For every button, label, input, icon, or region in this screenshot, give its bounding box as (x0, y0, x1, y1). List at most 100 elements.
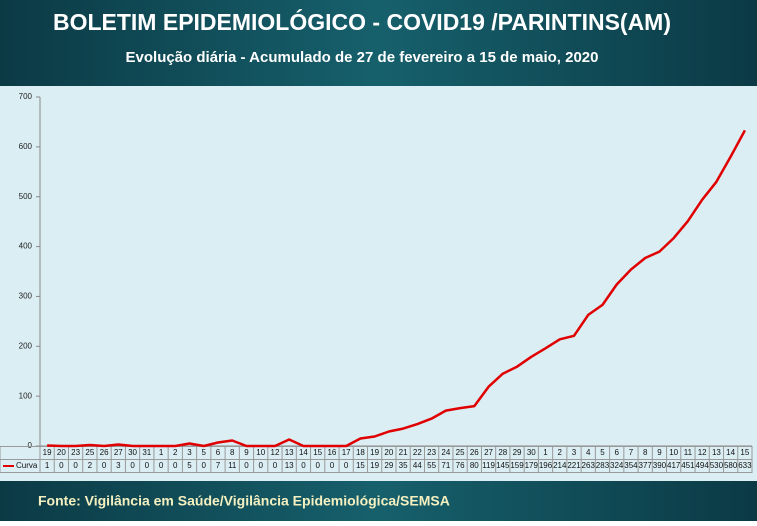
y-tick-label: 0 (28, 441, 33, 450)
table-value: 0 (73, 461, 78, 470)
table-value: 0 (301, 461, 306, 470)
x-tick-label: 31 (142, 448, 151, 457)
x-tick-label: 17 (342, 448, 351, 457)
y-tick-label: 600 (19, 142, 33, 151)
x-tick-label: 22 (413, 448, 422, 457)
table-value: 494 (695, 461, 709, 470)
y-tick-label: 300 (19, 292, 33, 301)
table-value: 0 (244, 461, 249, 470)
x-tick-label: 18 (356, 448, 365, 457)
x-tick-label: 13 (712, 448, 721, 457)
chart-title: BOLETIM EPIDEMIOLÓGICO - COVID19 /PARINT… (53, 8, 671, 35)
table-value: 119 (482, 461, 495, 470)
x-tick-label: 5 (600, 448, 605, 457)
x-tick-label: 26 (470, 448, 479, 457)
x-tick-label: 1 (159, 448, 164, 457)
x-tick-label: 6 (614, 448, 619, 457)
table-value: 19 (370, 461, 379, 470)
x-tick-label: 12 (698, 448, 707, 457)
table-value: 5 (187, 461, 192, 470)
table-value: 11 (228, 461, 237, 470)
table-value: 1 (45, 461, 50, 470)
x-tick-label: 28 (498, 448, 507, 457)
y-tick-label: 200 (19, 341, 33, 350)
table-value: 0 (102, 461, 107, 470)
table-value: 221 (567, 461, 581, 470)
x-tick-label: 10 (256, 448, 265, 457)
x-tick-label: 30 (527, 448, 536, 457)
table-value: 377 (639, 461, 653, 470)
x-tick-label: 1 (543, 448, 548, 457)
table-value: 2 (88, 461, 93, 470)
table-value: 15 (356, 461, 365, 470)
source-note: Fonte: Vigilância em Saúde/Vigilância Ep… (38, 493, 450, 509)
x-tick-label: 9 (244, 448, 249, 457)
x-tick-label: 14 (726, 448, 735, 457)
x-tick-label: 27 (484, 448, 493, 457)
x-tick-label: 20 (384, 448, 393, 457)
x-tick-label: 2 (173, 448, 178, 457)
table-value: 214 (553, 461, 567, 470)
table-value: 0 (130, 461, 135, 470)
x-tick-label: 2 (558, 448, 563, 457)
table-value: 55 (427, 461, 436, 470)
x-tick-label: 25 (456, 448, 465, 457)
table-value: 29 (384, 461, 393, 470)
table-value: 0 (145, 461, 150, 470)
x-tick-label: 20 (57, 448, 66, 457)
table-value: 530 (710, 461, 724, 470)
table-value: 179 (525, 461, 539, 470)
x-tick-label: 23 (427, 448, 436, 457)
x-tick-label: 24 (441, 448, 450, 457)
table-value: 145 (496, 461, 510, 470)
header-band (0, 0, 757, 86)
x-tick-label: 30 (128, 448, 137, 457)
table-value: 0 (315, 461, 320, 470)
table-value: 633 (738, 461, 752, 470)
x-tick-label: 11 (684, 448, 693, 457)
x-tick-label: 14 (299, 448, 308, 457)
table-value: 263 (582, 461, 596, 470)
x-tick-label: 15 (313, 448, 322, 457)
x-tick-label: 6 (216, 448, 221, 457)
table-value: 0 (173, 461, 178, 470)
table-value: 0 (59, 461, 64, 470)
table-value: 80 (470, 461, 479, 470)
legend-label: Curva (16, 461, 38, 470)
table-value: 417 (667, 461, 681, 470)
table-value: 354 (624, 461, 638, 470)
x-tick-label: 8 (643, 448, 648, 457)
x-tick-label: 27 (114, 448, 123, 457)
table-value: 0 (159, 461, 164, 470)
x-tick-label: 4 (586, 448, 591, 457)
table-value: 196 (539, 461, 553, 470)
x-tick-label: 23 (71, 448, 80, 457)
table-value: 35 (399, 461, 408, 470)
x-tick-label: 8 (230, 448, 235, 457)
table-value: 13 (285, 461, 294, 470)
x-tick-label: 5 (202, 448, 207, 457)
table-value: 0 (330, 461, 335, 470)
table-value: 71 (441, 461, 450, 470)
table-value: 580 (724, 461, 738, 470)
plot-background (0, 86, 757, 481)
x-tick-label: 29 (513, 448, 522, 457)
table-value: 0 (258, 461, 263, 470)
y-tick-label: 100 (19, 391, 33, 400)
chart-subtitle: Evolução diária - Acumulado de 27 de fev… (126, 49, 599, 66)
x-tick-label: 13 (285, 448, 294, 457)
x-tick-label: 9 (657, 448, 662, 457)
table-value: 76 (456, 461, 465, 470)
table-value: 0 (273, 461, 278, 470)
footer-band (0, 481, 757, 521)
table-value: 283 (596, 461, 610, 470)
y-tick-label: 700 (19, 92, 33, 101)
x-tick-label: 16 (327, 448, 336, 457)
x-tick-label: 21 (399, 448, 408, 457)
x-tick-label: 19 (370, 448, 379, 457)
x-tick-label: 15 (740, 448, 749, 457)
x-tick-label: 19 (43, 448, 52, 457)
table-value: 451 (681, 461, 695, 470)
y-tick-label: 400 (19, 242, 33, 251)
